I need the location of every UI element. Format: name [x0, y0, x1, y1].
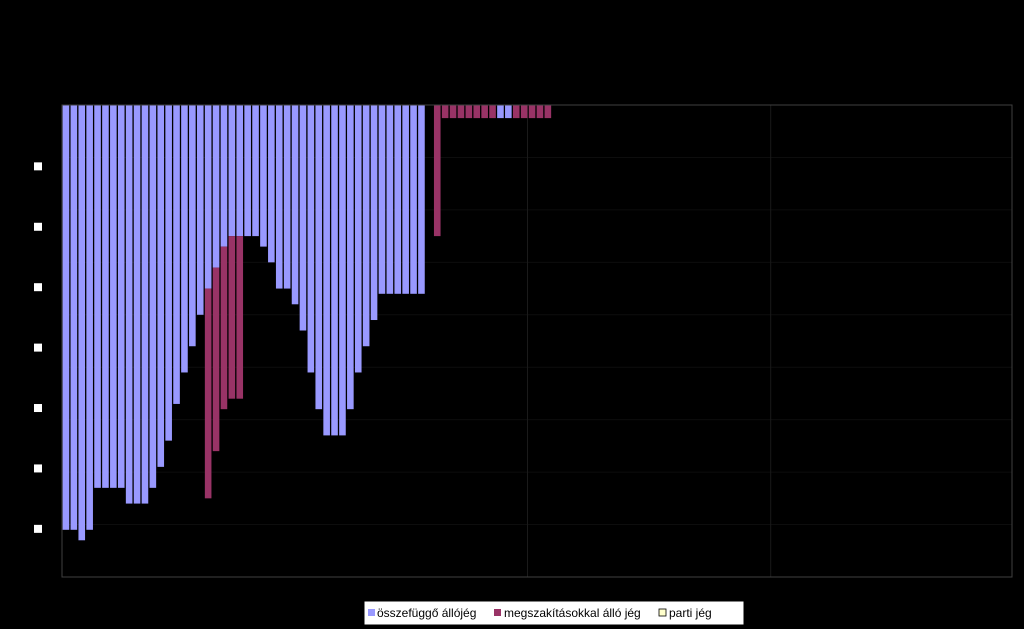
bar-series-2: [489, 105, 496, 119]
bar-series-1: [110, 105, 117, 488]
bar-series-1: [220, 105, 228, 247]
y-tick-marker: [34, 343, 42, 352]
bar-series-1: [94, 105, 101, 488]
bar-series-1: [339, 105, 346, 436]
bar-series-1: [402, 105, 409, 294]
y-tick-markers: [34, 162, 42, 533]
bar-series-1: [260, 105, 267, 247]
bar-series-2: [544, 105, 552, 119]
bar-series-1: [347, 105, 354, 410]
bar-series-2: [457, 105, 465, 119]
bar-series-1: [378, 105, 386, 294]
bar-series-1: [102, 105, 109, 488]
bar-series-1: [173, 105, 180, 404]
bar-series-1: [505, 105, 512, 119]
bar-series-1: [410, 105, 417, 294]
bar-series-1: [70, 105, 78, 530]
bar-series-1: [299, 105, 307, 331]
bar-series-1: [315, 105, 323, 410]
bar-series-1: [125, 105, 133, 504]
bar-series-2: [236, 236, 244, 399]
bar-series-1: [204, 105, 212, 289]
bar-series-2: [228, 236, 236, 399]
bar-series-1: [62, 105, 70, 530]
bar-series-1: [283, 105, 291, 289]
bar-series-1: [386, 105, 394, 294]
legend-swatch-series-2: [494, 609, 501, 616]
bar-series-2: [536, 105, 544, 119]
y-tick-marker: [34, 162, 42, 171]
bar-series-1: [196, 105, 204, 315]
legend-label-series-1: összefüggő állójég: [377, 606, 476, 620]
bar-series-1: [244, 105, 251, 237]
y-tick-marker: [34, 464, 42, 473]
bar-series-1: [141, 105, 149, 504]
bar-series-2: [465, 105, 473, 119]
bar-series-1: [117, 105, 125, 488]
bar-series-1: [291, 105, 299, 305]
bar-series-1: [252, 105, 259, 237]
plot-frame: [61, 104, 1013, 578]
gridlines: [62, 105, 1012, 577]
bar-series-1: [212, 105, 220, 268]
bar-series-1: [323, 105, 330, 436]
y-tick-marker: [34, 524, 42, 533]
bar-series-1: [236, 105, 244, 237]
bars: [62, 105, 552, 541]
bar-series-1: [157, 105, 165, 467]
bar-series-2: [433, 105, 441, 237]
bar-series-1: [307, 105, 315, 373]
bar-series-2: [220, 246, 228, 410]
bar-series-1: [268, 105, 275, 263]
bar-series-1: [165, 105, 172, 441]
legend: összefüggő állójég megszakításokkal álló…: [363, 600, 745, 626]
bar-series-1: [189, 105, 196, 347]
bar-series-1: [362, 105, 370, 347]
bar-series-2: [481, 105, 488, 119]
plot-area: [61, 104, 1013, 578]
y-tick-marker: [34, 404, 42, 413]
bar-series-1: [331, 105, 338, 436]
bar-series-2: [473, 105, 481, 119]
bar-series-1: [275, 105, 283, 289]
bar-series-1: [149, 105, 157, 488]
bar-series-1: [133, 105, 141, 504]
legend-swatch-series-3: [658, 608, 667, 617]
bar-series-2: [520, 105, 528, 119]
legend-label-series-3: parti jég: [669, 606, 712, 620]
y-tick-marker: [34, 222, 42, 231]
bar-series-1: [497, 105, 504, 119]
bar-series-2: [449, 105, 457, 119]
bar-series-1: [394, 105, 402, 294]
legend-swatch-series-1: [368, 609, 375, 616]
legend-box: [363, 600, 745, 626]
bar-series-2: [212, 267, 220, 452]
bar-series-1: [354, 105, 362, 373]
bar-series-2: [441, 105, 449, 119]
legend-label-series-2: megszakításokkal álló jég: [504, 606, 641, 620]
bar-series-1: [181, 105, 188, 373]
bar-series-2: [512, 105, 520, 119]
bar-series-1: [418, 105, 425, 294]
bar-series-2: [204, 288, 212, 499]
bar-series-2: [528, 105, 536, 119]
bar-series-1: [78, 105, 86, 541]
y-tick-marker: [34, 283, 42, 292]
bar-series-1: [228, 105, 236, 237]
bar-series-1: [370, 105, 378, 321]
bar-series-1: [86, 105, 93, 530]
